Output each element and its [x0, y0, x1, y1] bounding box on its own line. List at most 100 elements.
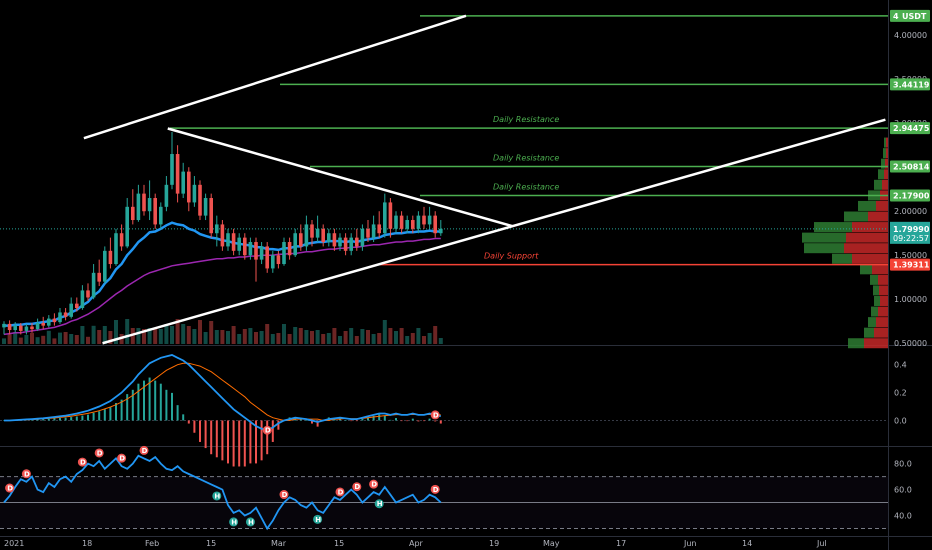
macd-histogram-bar [406, 420, 409, 422]
time-tick-label: 15 [206, 539, 216, 548]
time-tick-label: 17 [616, 539, 626, 548]
macd-histogram-bar [434, 420, 437, 422]
level-annotation-support: Daily Support [484, 252, 539, 261]
rsi-marker-label: D [371, 481, 377, 489]
price-tick-label: 2.00000 [894, 207, 927, 216]
volume-bar [108, 331, 113, 344]
macd-histogram-bar [126, 394, 129, 421]
rsi-marker-label: D [119, 455, 125, 463]
candle-body [248, 242, 253, 256]
candle-body [131, 206, 135, 221]
macd-histogram-bar [232, 420, 235, 467]
level-label-box [890, 160, 930, 173]
rsi-marker [430, 484, 440, 494]
macd-histogram-bar [428, 418, 431, 421]
candle-body [47, 318, 51, 326]
rsi-tick-label: 80.0 [894, 460, 912, 469]
candle-body [422, 215, 426, 225]
candle-body [125, 206, 129, 247]
volume-profile-sell [879, 285, 888, 296]
trendline-rising-support[interactable] [102, 118, 886, 345]
volume-bar [410, 333, 415, 344]
candle-body [136, 193, 141, 221]
candle-body [215, 224, 219, 234]
candle-body [35, 322, 40, 330]
macd-histogram-bar [159, 383, 162, 421]
volume-bar [248, 328, 253, 344]
volume-bar [158, 329, 163, 344]
macd-histogram-bar [305, 420, 308, 421]
volume-bar [214, 330, 219, 344]
candle-body [80, 290, 85, 309]
rsi-marker-label: D [7, 485, 13, 493]
macd-tick-label: 0.0 [894, 416, 907, 425]
macd-histogram-bar [98, 411, 101, 421]
macd-histogram-bar [115, 403, 117, 421]
candle-body [159, 206, 163, 225]
candle-body [13, 325, 17, 331]
volume-bar [226, 331, 230, 344]
macd-histogram-bar [299, 418, 302, 421]
candle-body [433, 215, 437, 234]
candle-body [371, 224, 376, 238]
candle-body [164, 184, 169, 207]
volume-bar [315, 330, 320, 344]
rsi-marker [5, 483, 15, 493]
level-label-resistance-3: 3.44119 [893, 80, 930, 89]
volume-profile-sell [868, 211, 888, 222]
candle-body [360, 228, 365, 247]
volume-profile-sell [886, 137, 888, 148]
rsi-marker [117, 453, 127, 463]
volume-bar [170, 326, 174, 344]
volume-bar [321, 334, 326, 344]
candle-body [315, 228, 320, 238]
candle-body [52, 318, 57, 323]
rsi-marker-label: D [338, 488, 344, 496]
volume-bar [377, 333, 382, 344]
candle-body [355, 237, 359, 247]
trendline-descending-resistance[interactable] [167, 127, 513, 228]
volume-bar [354, 336, 359, 344]
macd-histogram-bar [47, 418, 50, 421]
trendline-upper-channel[interactable] [83, 14, 467, 140]
rsi-marker-label: D [97, 449, 103, 457]
time-tick-label: 2021 [4, 539, 24, 548]
candle-body [377, 224, 381, 234]
macd-histogram-bar [277, 420, 280, 430]
volume-bar [371, 334, 376, 344]
volume-bar [164, 324, 169, 344]
macd-histogram-bar [266, 420, 269, 455]
volume-profile-buy [878, 169, 884, 180]
rsi-marker [369, 479, 379, 489]
candle-body [243, 237, 247, 256]
volume-profile-buy [883, 148, 886, 159]
volume-bar [242, 329, 247, 344]
volume-bar [58, 332, 62, 344]
macd-histogram-bar [182, 414, 185, 421]
volume-bar [433, 326, 438, 344]
macd-divergence-marker [262, 425, 272, 435]
candle-body [388, 202, 393, 229]
volume-profile-buy [870, 274, 878, 285]
volume-profile-buy [814, 222, 852, 233]
rsi-marker-label: H [214, 492, 220, 500]
candle-body [19, 325, 23, 331]
rsi-tick-label: 40.0 [894, 512, 912, 521]
volume-bar [270, 334, 275, 344]
volume-bar [438, 338, 443, 344]
macd-histogram-bar [143, 380, 145, 421]
macd-histogram-bar [355, 420, 358, 422]
candle-body [63, 312, 68, 317]
volume-bar [427, 333, 432, 344]
volume-bar [338, 336, 342, 344]
volume-bar [416, 328, 421, 344]
macd-histogram-bar [249, 420, 252, 464]
macd-histogram-bar [187, 420, 190, 424]
candle-body [142, 193, 146, 212]
candle-body [175, 154, 180, 194]
rsi-marker-label: H [231, 518, 237, 526]
rsi-marker [374, 499, 384, 509]
candle-body [282, 242, 286, 265]
macd-histogram-bar [316, 420, 319, 427]
